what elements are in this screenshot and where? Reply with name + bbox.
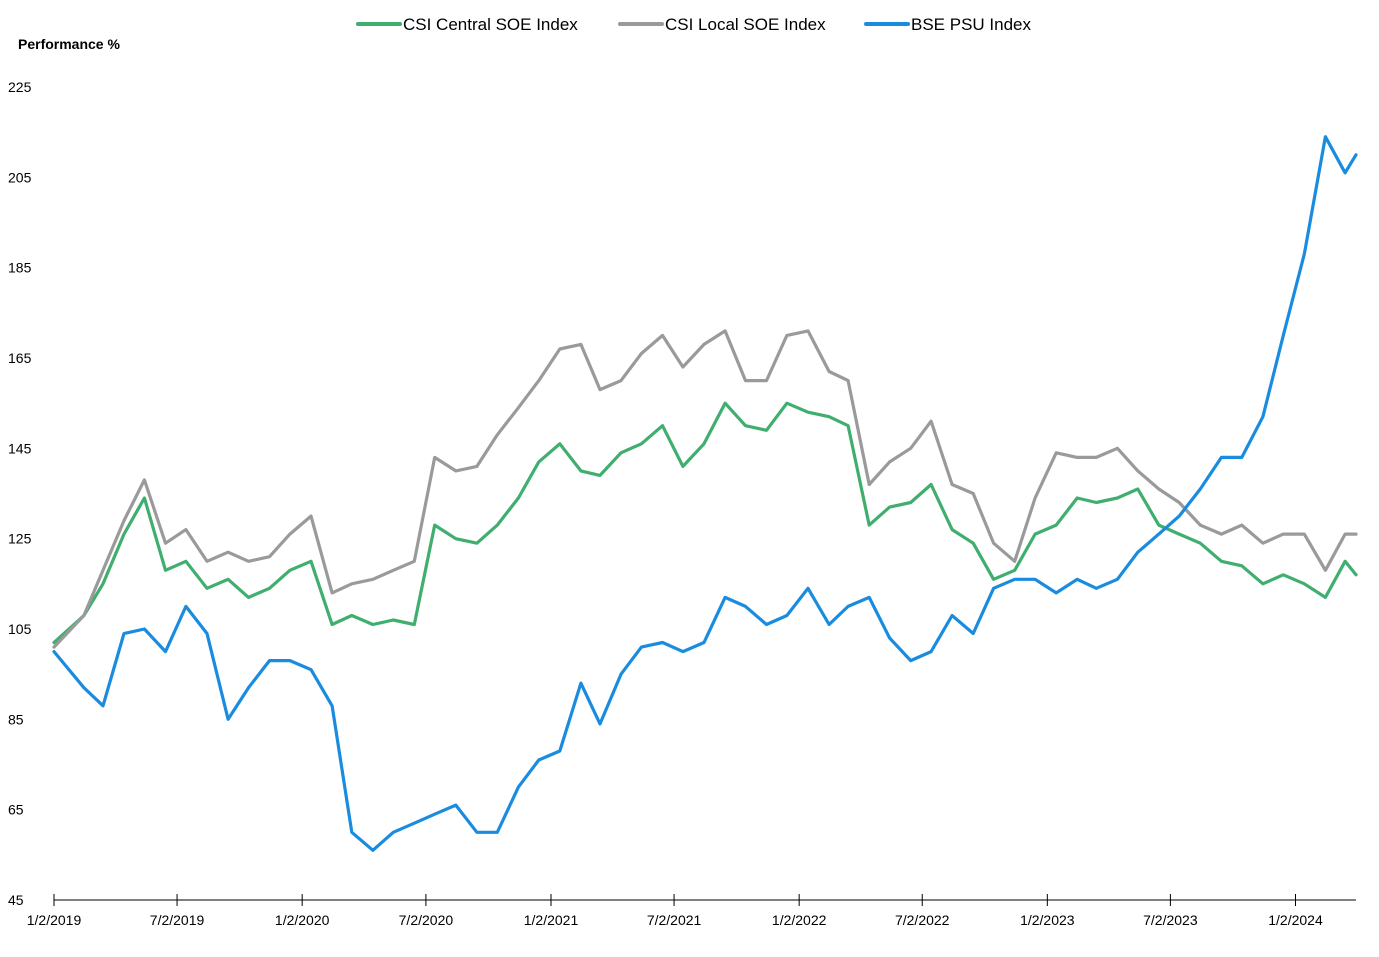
y-axis: 225 205 185 165 145 125 105 85 65 45 — [8, 79, 32, 908]
y-tick-label: 145 — [8, 440, 32, 456]
legend-label: BSE PSU Index — [911, 15, 1032, 34]
legend: CSI Central SOE Index CSI Local SOE Index… — [356, 15, 1032, 34]
legend-label: CSI Local SOE Index — [665, 15, 826, 34]
y-tick-label: 205 — [8, 169, 32, 185]
x-tick-label: 7/2/2021 — [647, 912, 702, 928]
x-tick-label: 7/2/2019 — [150, 912, 205, 928]
y-axis-label: Performance % — [18, 36, 120, 52]
y-tick-label: 225 — [8, 79, 32, 95]
x-tick-label: 1/2/2021 — [524, 912, 579, 928]
x-axis: 1/2/2019 7/2/2019 1/2/2020 7/2/2020 1/2/2021… — [27, 894, 1356, 928]
y-tick-label: 85 — [8, 711, 24, 727]
y-tick-label: 45 — [8, 892, 24, 908]
y-tick-label: 105 — [8, 621, 32, 637]
series-line-csi-central-soe-index — [52, 401, 1358, 645]
x-tick-label: 1/2/2023 — [1020, 912, 1075, 928]
x-tick-label: 7/2/2022 — [895, 912, 950, 928]
y-tick-label: 165 — [8, 350, 32, 366]
x-tick-label: 1/2/2019 — [27, 912, 82, 928]
legend-label: CSI Central SOE Index — [403, 15, 578, 34]
y-tick-label: 125 — [8, 531, 32, 547]
x-tick-label: 1/2/2024 — [1268, 912, 1323, 928]
series-lines — [52, 135, 1358, 852]
series-line-csi-local-soe-index — [52, 329, 1358, 649]
x-tick-label: 7/2/2023 — [1143, 912, 1198, 928]
series-line-bse-psu-index — [52, 135, 1358, 852]
y-tick-label: 185 — [8, 260, 32, 276]
y-tick-label: 65 — [8, 802, 24, 818]
x-tick-label: 7/2/2020 — [399, 912, 454, 928]
x-tick-label: 1/2/2022 — [772, 912, 827, 928]
x-tick-label: 1/2/2020 — [275, 912, 330, 928]
